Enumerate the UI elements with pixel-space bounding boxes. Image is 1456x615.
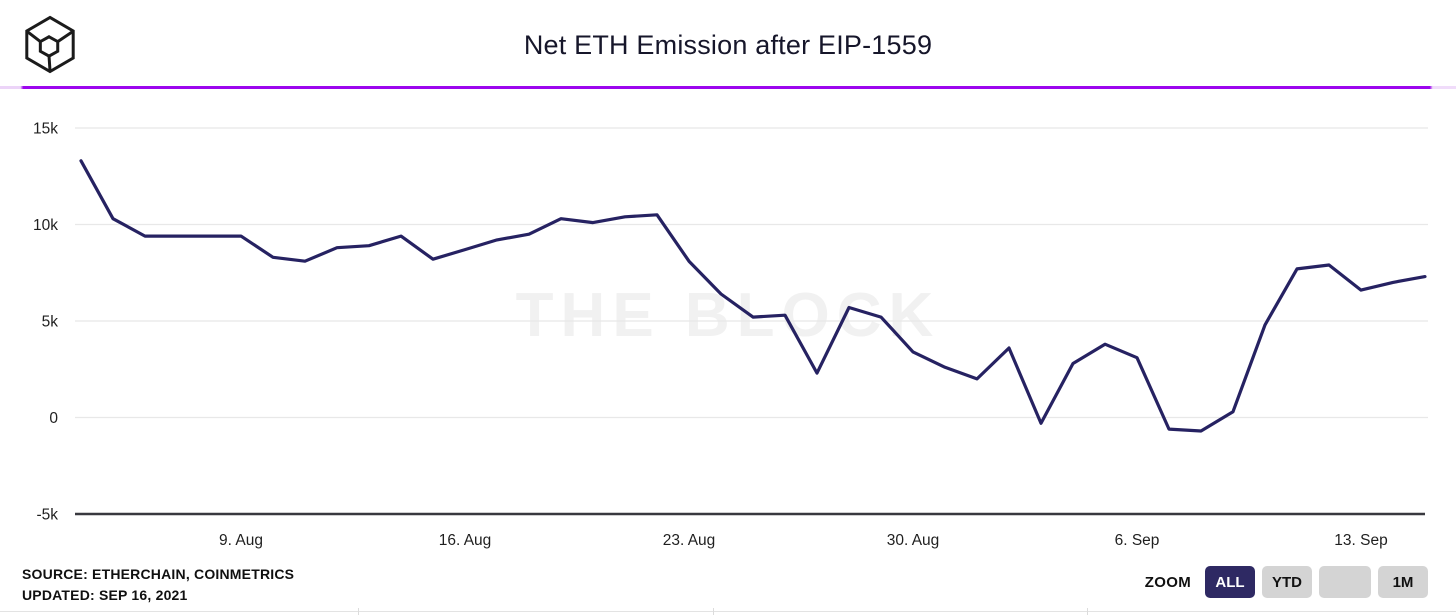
x-tick-label: 6. Sep: [1115, 532, 1160, 549]
watermark: THE BLOCK: [515, 281, 941, 350]
table-column-tick: [1087, 608, 1088, 615]
updated-line: UPDATED: SEP 16, 2021: [22, 587, 188, 603]
y-tick-label: 5k: [42, 314, 59, 331]
zoom-button-all[interactable]: ALL: [1205, 566, 1255, 598]
the-block-logo-icon: [25, 15, 75, 74]
x-tick-label: 16. Aug: [439, 532, 492, 549]
chart-header: Net ETH Emission after EIP-1559: [0, 0, 1456, 87]
y-tick-label: 10k: [33, 217, 58, 234]
x-tick-label: 13. Sep: [1334, 532, 1387, 549]
zoom-label: ZOOM: [1144, 573, 1191, 591]
y-tick-label: 15k: [33, 121, 58, 138]
page-title: Net ETH Emission after EIP-1559: [523, 30, 933, 60]
x-tick-label: 30. Aug: [887, 532, 940, 549]
source-block: SOURCE: ETHERCHAIN, COINMETRICS UPDATED:…: [22, 564, 294, 606]
net-emission-series-line: [79, 159, 1427, 433]
zoom-button-blank[interactable]: [1319, 566, 1371, 598]
source-line: SOURCE: ETHERCHAIN, COINMETRICS: [22, 566, 295, 582]
table-top-border: [0, 611, 1456, 612]
purple-divider: [0, 86, 1456, 89]
table-column-tick: [713, 608, 714, 615]
x-tick-label: 23. Aug: [663, 532, 716, 549]
emission-line-chart: 15k 10k 5k 0 -5k 9. Aug 16. Aug 23. Aug 30. Aug 6…: [33, 121, 1428, 549]
zoom-button-ytd[interactable]: YTD: [1262, 566, 1312, 598]
table-column-tick: [358, 608, 359, 615]
x-tick-label: 9. Aug: [219, 532, 263, 549]
y-tick-label: -5k: [36, 507, 58, 524]
zoom-controls: ZOOM ALL YTD 1M: [1145, 566, 1428, 598]
y-tick-label: 0: [49, 410, 58, 427]
zoom-button-1m[interactable]: 1M: [1378, 566, 1428, 598]
